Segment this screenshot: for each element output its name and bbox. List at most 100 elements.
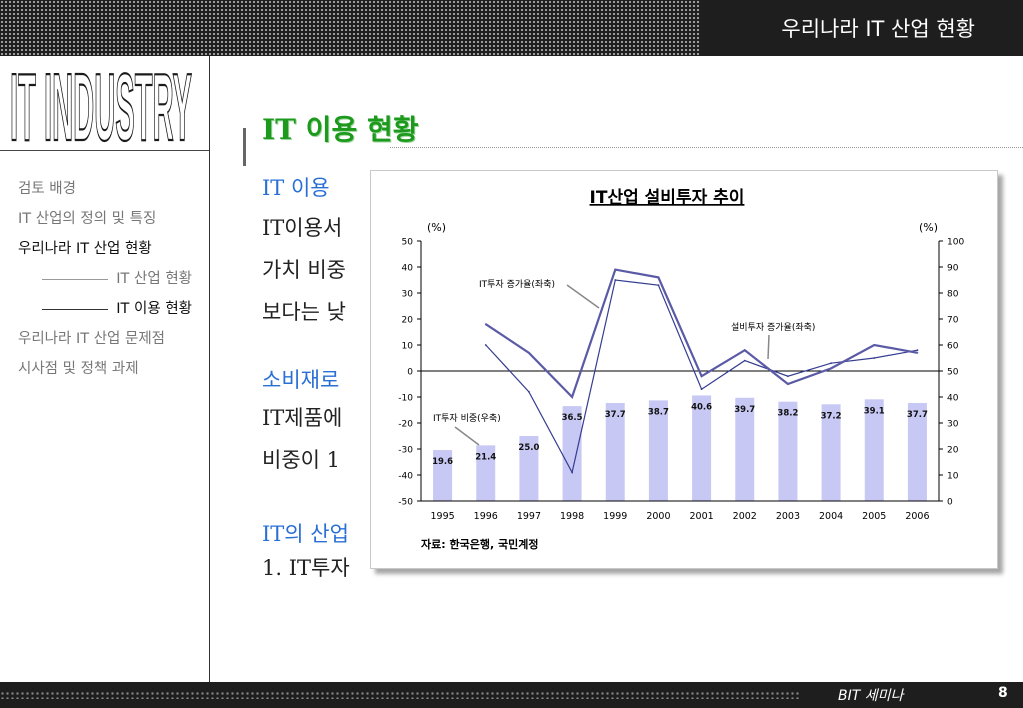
- body-text-line: 가치 비중: [262, 258, 346, 282]
- left-tick-label: -40: [398, 472, 413, 482]
- sidebar-subitem-label: IT 산업 현황: [116, 271, 192, 287]
- header-bar: 우리나라 IT 산업 현황: [0, 0, 1023, 56]
- point-it-growth-2006: [916, 349, 919, 352]
- left-tick-label: -50: [398, 498, 413, 508]
- x-tick-label: 2000: [646, 511, 670, 522]
- point-it-growth-2005: [873, 357, 876, 359]
- label-facility-investment-growth: 설비투자 증가율(좌축): [731, 322, 815, 333]
- bar-label-1999: 37.7: [605, 410, 626, 420]
- point-facility-growth-2001: [700, 375, 703, 378]
- bar-label-2001: 40.6: [691, 402, 712, 412]
- sidebar-item-korea-it-status[interactable]: 우리나라 IT 산업 현황: [18, 241, 152, 257]
- point-it-growth-2004: [830, 362, 832, 365]
- bar-1999: [605, 402, 625, 501]
- sidebar-item-definition[interactable]: IT 산업의 정의 및 특징: [18, 211, 157, 227]
- right-tick-label: 10: [947, 472, 959, 482]
- it-capex-chart: IT산업 설비투자 추이 (%) (%) 19.6 21.4 25.0 36.5 37.7 38…: [398, 188, 964, 551]
- bar-label-2002: 39.7: [734, 405, 755, 415]
- x-tick-label: 1999: [603, 511, 627, 522]
- main-content: IT 이용 현황 IT 이용 IT이용서 가치 비중 보다는 낮 소비재로 IT…: [210, 56, 1023, 682]
- bar-1996: [476, 445, 496, 501]
- bar-label-2003: 38.2: [777, 409, 798, 419]
- sidebar-nav: 검토 배경 IT 산업의 정의 및 특징 우리나라 IT 산업 현황 IT 산업…: [18, 174, 208, 384]
- point-it-growth-2000: [657, 284, 660, 287]
- left-tick-label: 50: [402, 238, 414, 248]
- sidebar-subitem-industry-status[interactable]: IT 산업 현황: [18, 264, 208, 294]
- sidebar-divider: [0, 150, 209, 151]
- bar-2002: [735, 397, 755, 501]
- point-facility-growth-2002: [743, 349, 746, 352]
- bar-2004: [821, 404, 841, 501]
- left-axis-unit: (%): [427, 221, 446, 234]
- sidebar-subitem-label: IT 이용 현황: [116, 301, 192, 317]
- x-tick-label: 2006: [905, 511, 929, 522]
- point-it-growth-1997: [528, 390, 530, 393]
- bar-1995: [433, 450, 453, 501]
- bullet-heading: IT 이용: [262, 176, 330, 200]
- header-title: 우리나라 IT 산업 현황: [781, 17, 975, 41]
- point-it-growth-2001: [700, 388, 703, 391]
- title-accent-bar: [243, 128, 246, 166]
- sidebar: IT INDUSTRY 검토 배경 IT 산업의 정의 및 특징 우리나라 IT…: [0, 56, 210, 682]
- left-tick-label: -20: [398, 420, 413, 430]
- chart-title: IT산업 설비투자 추이: [590, 188, 745, 208]
- body-text-line: 비중이 1: [262, 448, 340, 472]
- bar-2003: [778, 401, 798, 501]
- header-dot-pattern: [0, 0, 700, 56]
- point-facility-growth-1996: [484, 323, 487, 326]
- point-it-growth-2003: [787, 375, 789, 378]
- body-text-line: IT제품에: [262, 406, 343, 430]
- x-tick-label: 2001: [689, 511, 713, 522]
- bar-label-2004: 37.2: [821, 411, 842, 421]
- bar-label-1997: 25.0: [518, 443, 539, 453]
- title-dotted-rule: [390, 147, 1023, 148]
- chart-source: 자료: 한국은행, 국민계정: [421, 537, 538, 551]
- x-tick-label: 1998: [560, 511, 584, 522]
- x-tick-label: 2003: [776, 511, 800, 522]
- right-tick-label: 70: [947, 316, 959, 326]
- bar-label-1996: 21.4: [475, 452, 496, 462]
- right-axis-unit: (%): [919, 221, 938, 234]
- x-tick-label: 2005: [862, 511, 886, 522]
- bar-2001: [692, 395, 712, 501]
- right-tick-label: 80: [947, 290, 959, 300]
- left-tick-label: 30: [402, 290, 414, 300]
- point-facility-growth-1999: [614, 268, 617, 271]
- point-facility-growth-2004: [830, 367, 832, 370]
- left-tick-label: 20: [402, 316, 414, 326]
- point-it-growth-2002: [743, 359, 746, 362]
- point-facility-growth-1997: [528, 351, 530, 354]
- point-it-growth-1998: [571, 471, 573, 474]
- arrow-it-investment-growth: [566, 284, 600, 309]
- body-text-line: 1. IT투자: [262, 556, 350, 580]
- right-tick-label: 50: [947, 368, 959, 378]
- right-tick-label: 30: [947, 420, 959, 430]
- section-title: IT 이용 현황: [262, 113, 419, 146]
- x-tick-label: 1997: [517, 511, 541, 522]
- sidebar-subitem-usage-status[interactable]: IT 이용 현황: [18, 294, 208, 324]
- arrow-facility-investment-growth: [767, 334, 770, 360]
- footer-label: BIT 세미나: [838, 688, 904, 704]
- sidebar-dash: [42, 278, 109, 280]
- sidebar-item-background[interactable]: 검토 배경: [18, 181, 76, 197]
- it-industry-logo: IT INDUSTRY: [9, 64, 193, 148]
- bullet-heading: IT의 산업: [262, 522, 349, 546]
- page-number: 8: [998, 685, 1008, 701]
- footer-bar: BIT 세미나 8: [0, 682, 1023, 708]
- bar-label-2000: 38.7: [648, 407, 669, 417]
- sidebar-item-policy[interactable]: 시사점 및 정책 과제: [18, 361, 139, 377]
- logo-text: IT INDUSTRY: [10, 64, 192, 148]
- point-it-growth-1999: [614, 279, 617, 281]
- label-it-investment-share: IT투자 비중(우축): [433, 413, 501, 424]
- sidebar-item-problems[interactable]: 우리나라 IT 산업 문제점: [18, 331, 166, 347]
- bar-2000: [648, 400, 668, 501]
- label-it-investment-growth: IT투자 증가율(좌축): [479, 279, 555, 290]
- arrow-it-investment-share: [454, 426, 480, 446]
- point-facility-growth-2000: [657, 276, 660, 279]
- bar-2005: [864, 399, 884, 501]
- body-text-line: 보다는 낮: [262, 300, 346, 324]
- bar-label-2006: 37.7: [907, 410, 928, 420]
- left-tick-label: 0: [407, 368, 413, 378]
- x-tick-label: 2004: [819, 511, 843, 522]
- bar-label-1995: 19.6: [432, 457, 453, 467]
